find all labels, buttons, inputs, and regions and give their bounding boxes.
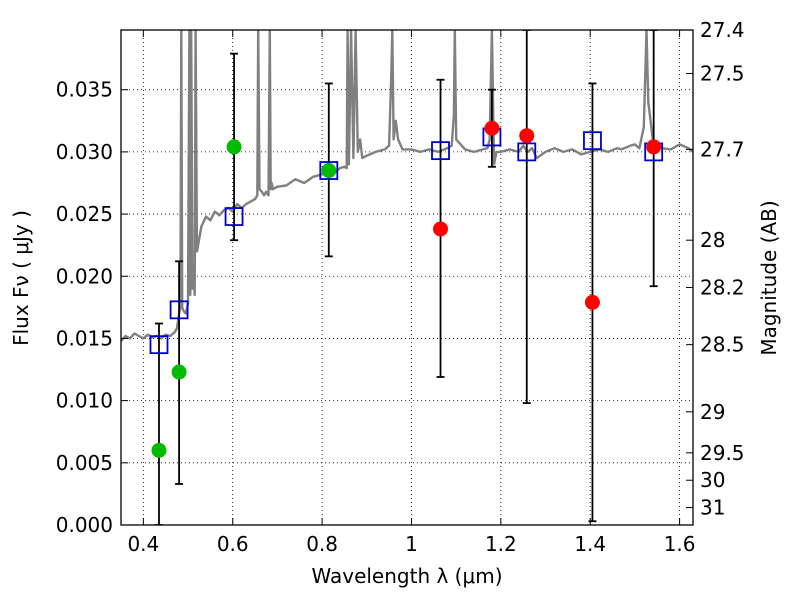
y-tick-label: 0.015 bbox=[56, 326, 113, 350]
photometry-square bbox=[517, 142, 537, 162]
y2-tick-label: 27.4 bbox=[700, 18, 745, 42]
photometry-square bbox=[224, 207, 244, 226]
x-tick-label: 1.6 bbox=[664, 532, 696, 556]
y-tick-label: 0.005 bbox=[56, 451, 113, 475]
x-tick-label: 0.4 bbox=[127, 532, 159, 556]
photometry-square bbox=[169, 300, 189, 320]
y2-axis-label: Magnitude (AB) bbox=[757, 200, 781, 355]
y-tick-label: 0.020 bbox=[56, 264, 113, 288]
y2-tick-label: 31 bbox=[700, 496, 725, 520]
y-tick-label: 0.025 bbox=[56, 202, 113, 226]
limit-point bbox=[519, 128, 535, 144]
limit-point bbox=[484, 120, 500, 136]
limit-point bbox=[646, 139, 662, 155]
detection-point bbox=[171, 364, 187, 380]
limit-point bbox=[433, 221, 449, 237]
limit-point bbox=[584, 294, 600, 310]
y2-tick-label: 28.2 bbox=[700, 275, 745, 299]
y2-tick-label: 29 bbox=[700, 400, 725, 424]
y2-tick-label: 27.7 bbox=[700, 137, 745, 161]
y-tick-label: 0.030 bbox=[56, 140, 113, 164]
grid bbox=[121, 30, 693, 526]
plot-frame bbox=[120, 29, 694, 526]
y2-tick-label: 30 bbox=[700, 468, 725, 492]
markers bbox=[149, 120, 664, 458]
spectrum-line bbox=[121, 30, 693, 342]
y-tick-label: 0.010 bbox=[56, 389, 113, 413]
photometry-square bbox=[431, 141, 450, 161]
photometry-square bbox=[149, 335, 169, 355]
y-tick-label: 0.035 bbox=[56, 78, 113, 102]
detection-point bbox=[321, 163, 337, 179]
y2-tick-label: 27.5 bbox=[700, 62, 745, 86]
photometry-square bbox=[583, 131, 602, 151]
x-tick-label: 0.6 bbox=[217, 532, 249, 556]
y2-tick-label: 28.5 bbox=[700, 333, 745, 357]
y2-tick-label: 28 bbox=[700, 228, 725, 252]
y2-tick-label: 29.5 bbox=[700, 441, 745, 465]
y-axis-label: Flux Fν ( μJy ) bbox=[9, 210, 33, 346]
error-bars bbox=[154, 30, 658, 525]
x-axis-label: Wavelength λ (μm) bbox=[311, 564, 502, 588]
detection-point bbox=[151, 442, 167, 458]
detection-point bbox=[226, 139, 242, 155]
x-tick-label: 1.4 bbox=[574, 532, 606, 556]
spectrum-layer bbox=[121, 30, 693, 342]
x-tick-label: 1.2 bbox=[485, 532, 517, 556]
y-tick-label: 0.000 bbox=[56, 513, 113, 537]
x-tick-label: 0.8 bbox=[306, 532, 338, 556]
axis-ticks: 0.4 0.6 0.8 1 1.2 1.4 1.6 0.000 0.005 0.010 0.015 0… bbox=[56, 18, 745, 556]
x-tick-label: 1 bbox=[405, 532, 418, 556]
photometry-square bbox=[319, 161, 339, 180]
